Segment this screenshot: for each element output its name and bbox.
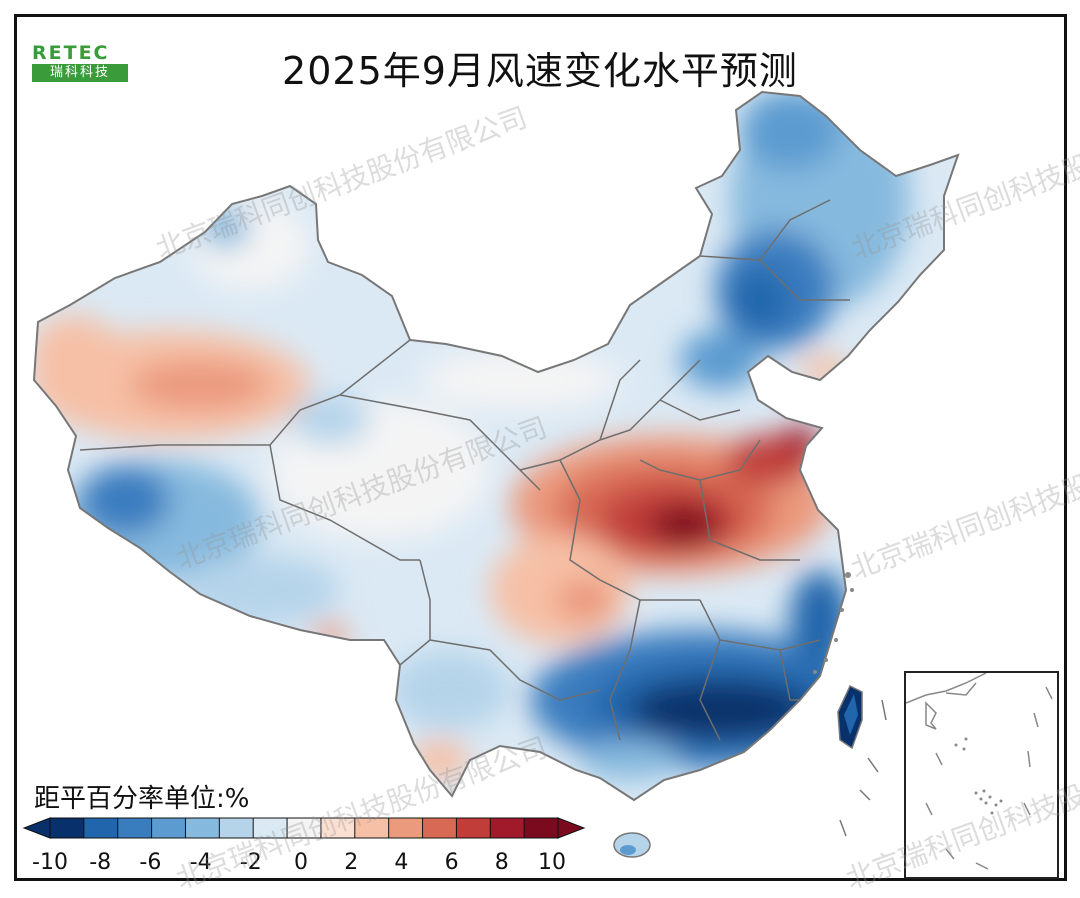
legend-tick-label: -4: [189, 850, 212, 875]
legend-max-arrow: [557, 817, 586, 839]
company-logo: RETEC 瑞科科技: [32, 42, 128, 84]
legend-tick-label: 0: [294, 850, 308, 875]
sea-boundary-lines: [839, 699, 887, 837]
taiwan-island: [837, 684, 863, 750]
logo-brand: RETEC: [32, 42, 110, 64]
legend-tick-label: 2: [344, 850, 359, 875]
legend-colorbar: [22, 817, 586, 839]
hainan-island: [613, 832, 651, 858]
map-title: 2025年9月风速变化水平预测: [282, 49, 798, 93]
legend-tick-label: -2: [239, 850, 262, 875]
legend-tick-label: 4: [394, 850, 409, 875]
legend-title: 距平百分率单位:%: [34, 784, 250, 814]
legend-min-arrow: [22, 817, 51, 839]
south-china-sea-inset: [904, 671, 1059, 879]
legend-tick-label: 6: [444, 850, 459, 875]
legend-tick-label: 8: [494, 850, 509, 875]
legend-tick-label: 10: [538, 850, 566, 875]
logo-subtitle: 瑞科科技: [32, 64, 128, 82]
map-frame: [14, 14, 1067, 881]
legend-tick-label: -6: [139, 850, 162, 875]
legend-tick-label: -8: [89, 850, 112, 875]
coastal-islands: [813, 572, 854, 674]
legend-tick-label: -10: [32, 850, 68, 875]
